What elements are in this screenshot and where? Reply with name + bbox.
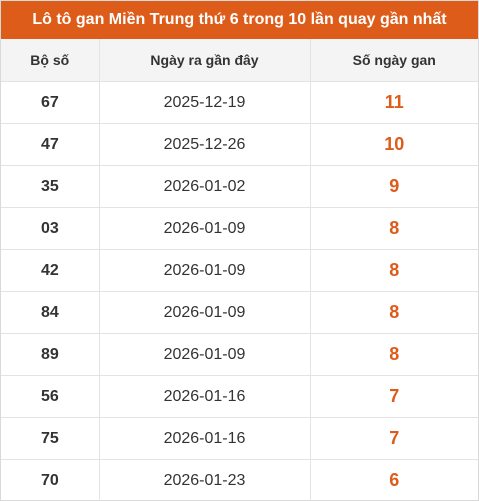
column-header-days: Số ngày gan bbox=[310, 39, 478, 82]
cell-number: 35 bbox=[1, 165, 100, 208]
cell-date: 2025-12-19 bbox=[99, 81, 311, 124]
cell-number: 67 bbox=[1, 81, 100, 124]
table-row: 47 2025-12-26 10 bbox=[1, 123, 478, 166]
cell-days: 9 bbox=[310, 165, 478, 208]
cell-days: 8 bbox=[310, 333, 478, 376]
cell-days: 8 bbox=[310, 249, 478, 292]
cell-date: 2026-01-16 bbox=[99, 375, 311, 418]
cell-date: 2026-01-09 bbox=[99, 291, 311, 334]
table-row: 89 2026-01-09 8 bbox=[1, 333, 478, 376]
table-row: 70 2026-01-23 6 bbox=[1, 459, 478, 501]
cell-number: 70 bbox=[1, 459, 100, 501]
table-row: 75 2026-01-16 7 bbox=[1, 417, 478, 460]
table-row: 84 2026-01-09 8 bbox=[1, 291, 478, 334]
table-row: 56 2026-01-16 7 bbox=[1, 375, 478, 418]
cell-days: 6 bbox=[389, 470, 400, 490]
cell-date: 2025-12-26 bbox=[99, 123, 311, 166]
cell-number: 75 bbox=[1, 417, 100, 460]
cell-date: 2026-01-16 bbox=[99, 417, 311, 460]
table-row: 03 2026-01-09 8 bbox=[1, 207, 478, 250]
cell-number: 42 bbox=[1, 249, 100, 292]
table-title: Lô tô gan Miền Trung thứ 6 trong 10 lần … bbox=[1, 1, 478, 39]
cell-date: 2026-01-09 bbox=[99, 207, 311, 250]
cell-days: 8 bbox=[310, 291, 478, 334]
column-header-number: Bộ số bbox=[1, 39, 100, 82]
cell-number: 89 bbox=[1, 333, 100, 376]
cell-number: 56 bbox=[1, 375, 100, 418]
cell-days: 11 bbox=[310, 81, 478, 124]
stats-table: Bộ số Ngày ra gần đây Số ngày gan 67 202… bbox=[1, 39, 478, 501]
table-row: 67 2025-12-19 11 bbox=[1, 81, 478, 124]
cell-number: 03 bbox=[1, 207, 100, 250]
header-row: Bộ số Ngày ra gần đây Số ngày gan bbox=[1, 39, 478, 82]
cell-date: 2026-01-23 bbox=[99, 459, 311, 501]
cell-date: 2026-01-02 bbox=[99, 165, 311, 208]
cell-days: 7 bbox=[310, 417, 478, 460]
cell-days: 8 bbox=[310, 207, 478, 250]
cell-date: 2026-01-09 bbox=[99, 333, 311, 376]
cell-number: 47 bbox=[1, 123, 100, 166]
cell-days: 7 bbox=[310, 375, 478, 418]
table-row: 42 2026-01-09 8 bbox=[1, 249, 478, 292]
table-row: 35 2026-01-02 9 bbox=[1, 165, 478, 208]
column-header-date: Ngày ra gần đây bbox=[99, 39, 311, 82]
cell-number: 84 bbox=[1, 291, 100, 334]
cell-days: 10 bbox=[310, 123, 478, 166]
cell-date: 2026-01-09 bbox=[99, 249, 311, 292]
